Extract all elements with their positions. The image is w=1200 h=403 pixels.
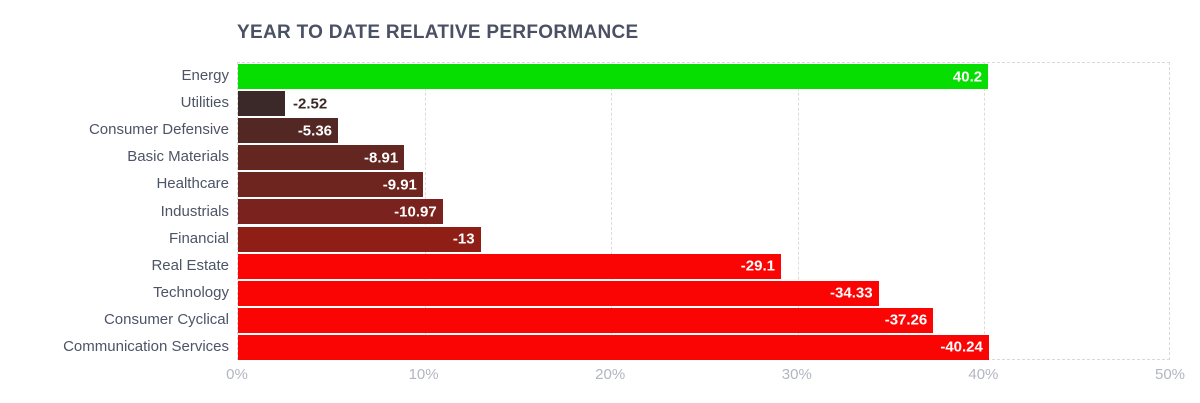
bar-value-financial: -13 <box>452 230 475 248</box>
bar-utilities: -2.52 <box>238 91 327 117</box>
category-axis: Energy Utilities Consumer Defensive Basic M… <box>0 62 229 360</box>
bar-value-basic-materials: -8.91 <box>364 149 399 167</box>
bar-value-healthcare: -9.91 <box>382 176 417 194</box>
bar-row-real-estate: -29.1 <box>238 253 1169 280</box>
bar-row-consumer-cyclical: -37.26 <box>238 307 1169 334</box>
bar-financial: -13 <box>238 226 481 252</box>
bar-industrials: -10.97 <box>238 199 443 225</box>
bar-consumer-cyclical: -37.26 <box>238 307 934 333</box>
category-label-utilities: Utilities <box>180 94 229 112</box>
bar-basic-materials: -8.91 <box>238 145 405 171</box>
bar-row-communication-services: -40.24 <box>238 334 1169 361</box>
bar-row-financial: -13 <box>238 226 1169 253</box>
bar-row-consumer-defensive: -5.36 <box>238 117 1169 144</box>
bar-value-communication-services: -40.24 <box>940 338 983 356</box>
category-label-technology: Technology <box>153 283 229 301</box>
bar-value-industrials: -10.97 <box>394 203 437 221</box>
bar-technology: -34.33 <box>238 280 879 306</box>
bar-healthcare: -9.91 <box>238 172 423 198</box>
bar-value-technology: -34.33 <box>830 284 873 302</box>
x-tick-label-30: 30% <box>781 366 812 383</box>
bar-row-basic-materials: -8.91 <box>238 144 1169 171</box>
category-label-communication-services: Communication Services <box>63 337 229 355</box>
category-label-basic-materials: Basic Materials <box>127 148 229 166</box>
plot-area: 40.2 -2.52 -5.36 -8.91 -9.91 -10.97 -13 -29.1 -3… <box>237 62 1170 360</box>
bar-value-consumer-cyclical: -37.26 <box>884 311 928 329</box>
category-label-consumer-cyclical: Consumer Cyclical <box>103 310 229 328</box>
x-tick-label-10: 10% <box>408 366 439 383</box>
bar-value-energy: 40.2 <box>952 68 983 86</box>
category-label-healthcare: Healthcare <box>156 175 229 193</box>
bar-row-energy: 40.2 <box>238 63 1169 90</box>
gridline-30 <box>797 63 799 359</box>
x-axis: 0% 10% 20% 30% 40% 50% <box>0 366 1200 386</box>
gridline-20 <box>611 63 613 359</box>
bar-value-utilities: -2.52 <box>293 95 328 113</box>
x-tick-label-20: 20% <box>595 366 626 383</box>
category-label-energy: Energy <box>181 67 229 85</box>
x-tick-label-0: 0% <box>226 366 248 383</box>
category-label-consumer-defensive: Consumer Defensive <box>88 121 229 139</box>
chart-title: YEAR TO DATE RELATIVE PERFORMANCE <box>237 22 639 43</box>
bar-energy: 40.2 <box>238 64 989 90</box>
bar-consumer-defensive: -5.36 <box>238 118 339 144</box>
bar-row-utilities: -2.52 <box>238 90 1169 117</box>
bar-row-industrials: -10.97 <box>238 198 1169 225</box>
category-label-financial: Financial <box>168 229 229 247</box>
bar-row-technology: -34.33 <box>238 280 1169 307</box>
bar-row-healthcare: -9.91 <box>238 171 1169 198</box>
category-label-industrials: Industrials <box>160 202 229 220</box>
bar-value-real-estate: -29.1 <box>740 257 775 275</box>
bar-real-estate: -29.1 <box>238 253 781 279</box>
gridline-40 <box>984 63 986 359</box>
x-tick-label-50: 50% <box>1154 366 1186 383</box>
category-label-real-estate: Real Estate <box>151 256 229 274</box>
bar-communication-services: -40.24 <box>238 334 989 360</box>
x-tick-label-40: 40% <box>968 366 999 383</box>
bar-value-consumer-defensive: -5.36 <box>297 122 333 140</box>
